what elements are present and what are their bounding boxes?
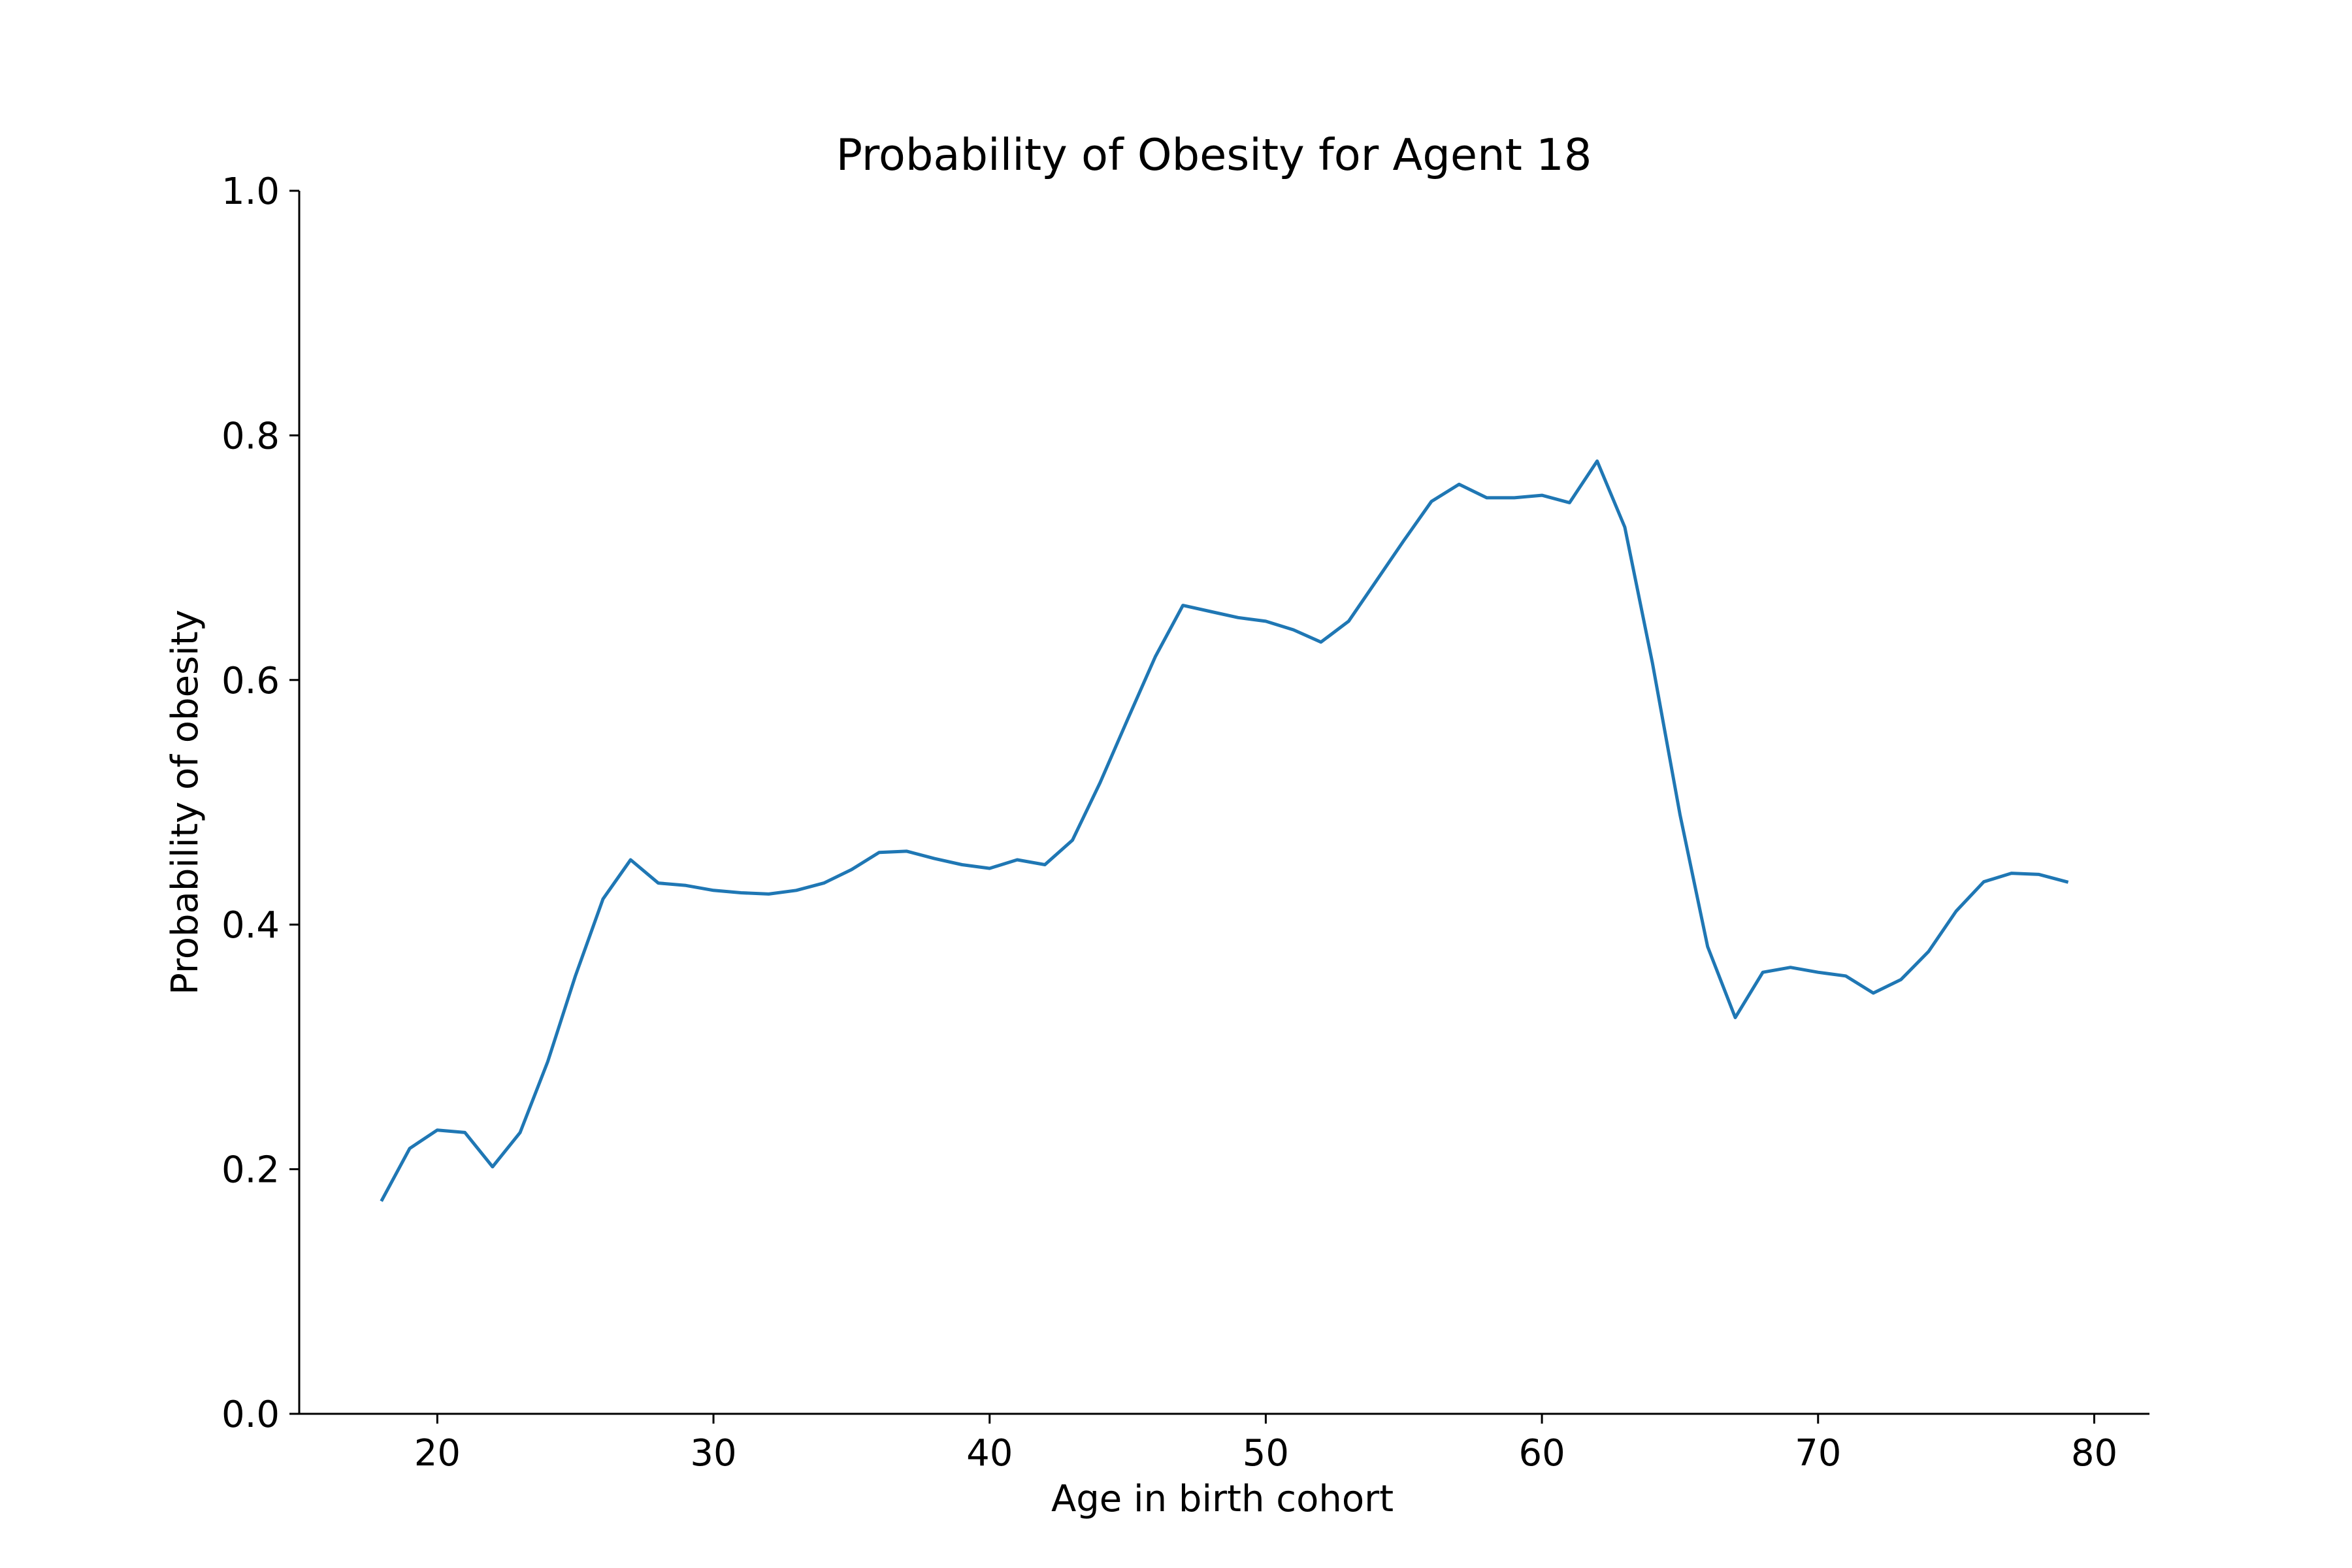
y-tick-label: 0.4 — [221, 904, 280, 947]
x-tick-label: 50 — [1243, 1432, 1289, 1475]
y-tick-label: 0.6 — [221, 660, 280, 702]
x-tick-label: 60 — [1518, 1432, 1565, 1475]
x-tick-label: 30 — [690, 1432, 736, 1475]
y-ticks: 0.0 0.2 0.4 0.6 0.8 1.0 — [221, 171, 299, 1436]
x-tick-label: 80 — [2071, 1432, 2117, 1475]
x-ticks: 20 30 40 50 60 70 80 — [414, 1414, 2117, 1475]
x-tick-label: 70 — [1795, 1432, 1841, 1475]
y-tick-label: 0.8 — [221, 415, 280, 457]
y-tick-label: 1.0 — [221, 171, 280, 213]
x-tick-label: 40 — [966, 1432, 1013, 1475]
x-axis-label: Age in birth cohort — [1051, 1478, 1394, 1520]
y-tick-label: 0.2 — [221, 1149, 280, 1192]
chart-title: Probability of Obesity for Agent 18 — [836, 129, 1592, 180]
y-tick-label: 0.0 — [221, 1394, 280, 1436]
y-axis-label: Probability of obesity — [164, 610, 206, 995]
x-tick-label: 20 — [414, 1432, 461, 1475]
series-line — [380, 459, 2069, 1202]
plot-area — [380, 459, 2069, 1202]
